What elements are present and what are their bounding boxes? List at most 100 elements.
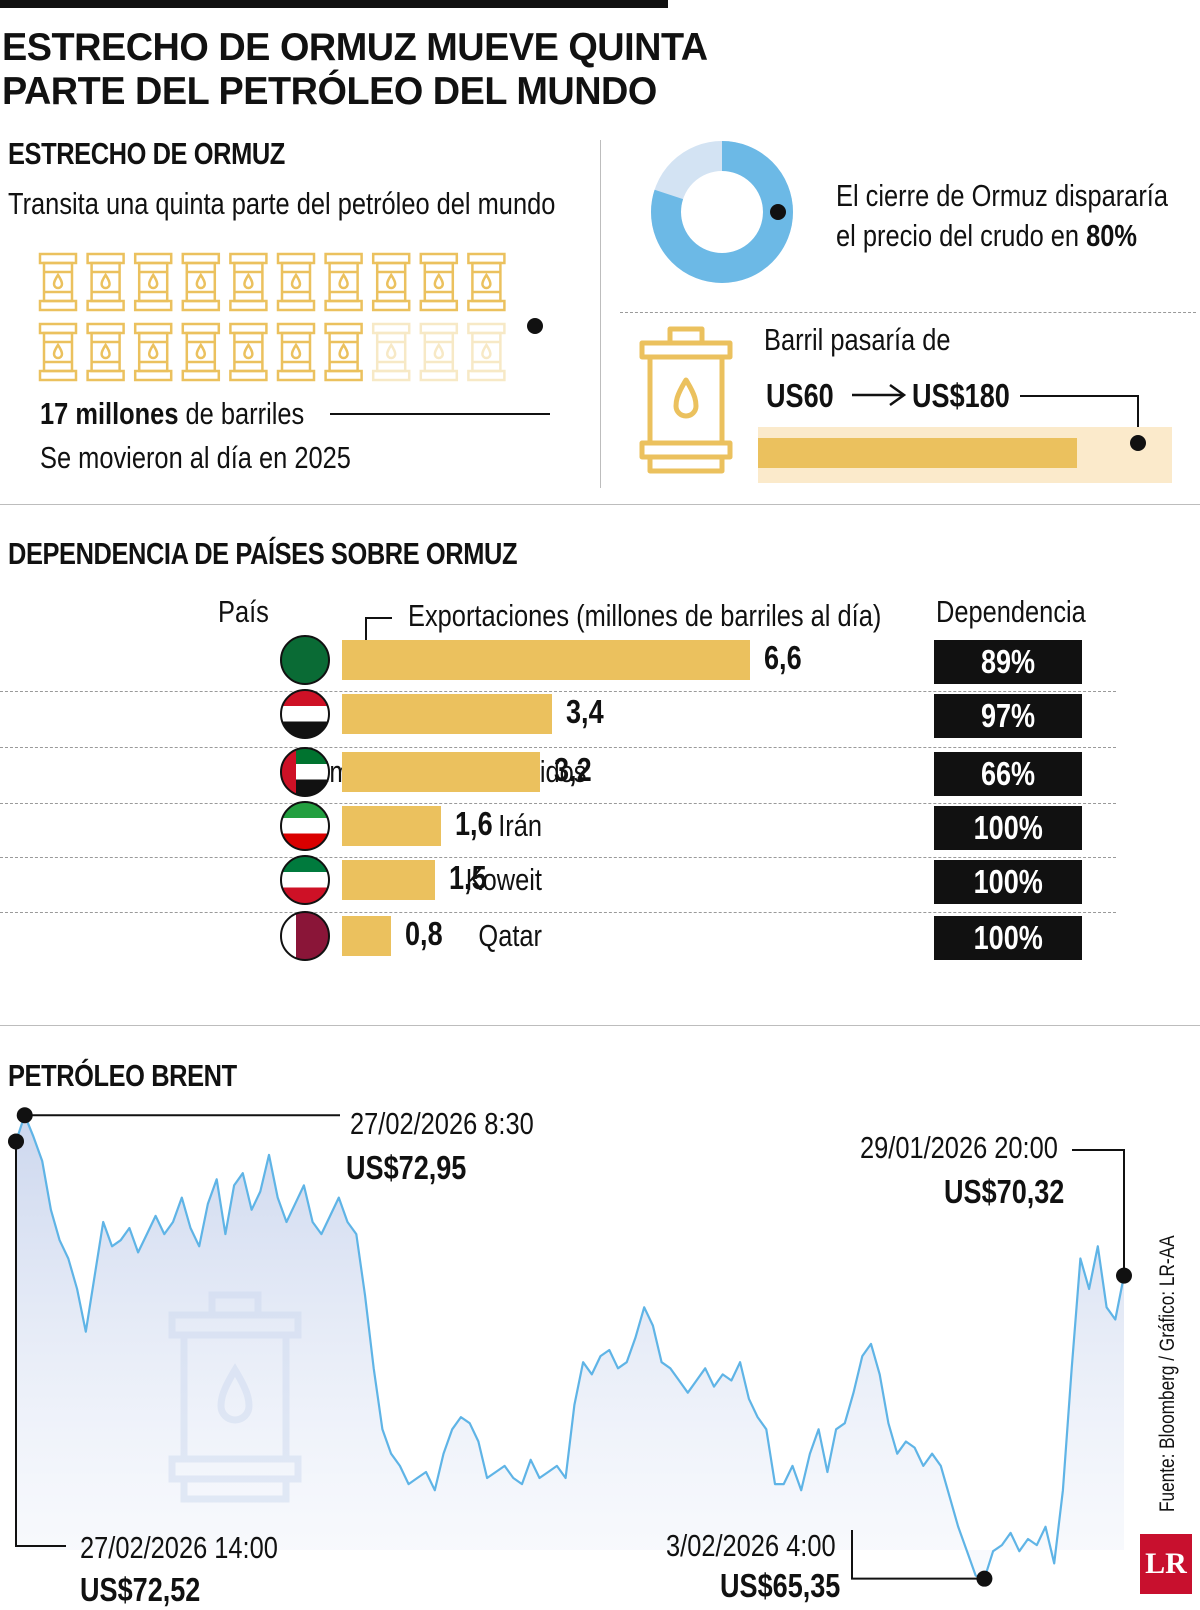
barrel-text: Barril pasaría de: [764, 322, 951, 357]
barrels-stat-bold: 17 millones: [40, 396, 179, 431]
barrel-icon: [86, 252, 125, 312]
barrel-icon: [419, 252, 459, 312]
dependence-badge: 97%: [934, 694, 1082, 738]
barrel-icon: [181, 322, 221, 382]
country-label: Qatar: [478, 918, 542, 953]
flag-icon: [280, 747, 330, 797]
barrel-icon: [639, 326, 733, 474]
callout-line: [15, 1141, 66, 1547]
dependence-badge: 100%: [934, 860, 1082, 904]
callout-line: [1072, 1149, 1125, 1276]
dependence-badge: 66%: [934, 752, 1082, 796]
row-divider: [0, 912, 1116, 913]
barrel-icon: [419, 322, 459, 382]
right-divider: [620, 312, 1196, 313]
donut-line2-bold: 80%: [1086, 218, 1138, 253]
export-value-label: 1,5: [448, 859, 487, 896]
price-to: US$180: [912, 377, 1010, 414]
barrel-icon: [371, 322, 411, 382]
brent-chart: [8, 1107, 1132, 1587]
top-rule: [0, 0, 668, 8]
row-divider: [0, 747, 1116, 748]
row-divider: [0, 803, 1116, 804]
barrel-icon: [467, 322, 506, 382]
dependence-badge: 100%: [934, 806, 1082, 850]
export-value-label: 1,6: [454, 805, 493, 842]
flag-icon: [280, 689, 330, 739]
annotation-dot: [16, 1107, 33, 1124]
donut-line2-prefix: el precio del crudo en: [836, 218, 1087, 253]
export-bar: [342, 916, 392, 956]
barrel-icon: [133, 252, 173, 312]
barrel-icon: [371, 252, 411, 312]
export-bar: [342, 694, 553, 734]
donut-line1: El cierre de Ormuz dispararía: [836, 178, 1168, 213]
donut-line2: el precio del crudo en 80%: [836, 218, 1137, 254]
price-from: US60: [766, 377, 834, 414]
export-bar: [342, 860, 435, 900]
barrel-icon: [276, 252, 316, 312]
barrel-icon: [133, 322, 173, 382]
annotation-1-date: 27/02/2026 8:30: [350, 1106, 534, 1141]
section-divider-2: [0, 1025, 1200, 1026]
price-bar-fill: [758, 438, 1077, 468]
barrel-icon: [324, 252, 363, 312]
donut-dot: [770, 204, 786, 220]
row-divider: [0, 857, 1116, 858]
barrels-stat-rest: de barriles: [178, 396, 305, 431]
annotation-2-date: 27/02/2026 14:00: [80, 1530, 278, 1565]
export-value-label: 3,4: [566, 693, 604, 730]
barrel-icon: [86, 322, 125, 382]
annotation-2-price: US$72,52: [80, 1571, 201, 1608]
section1-divider: [600, 140, 601, 488]
brent-area: [16, 1115, 1124, 1579]
row-divider: [0, 691, 1116, 692]
country-label: Koweit: [465, 862, 542, 897]
export-value-label: 0,8: [405, 915, 444, 952]
export-bar: [342, 640, 750, 680]
barrel-icon: [229, 322, 268, 382]
export-value-label: 6,6: [764, 639, 802, 676]
brent-line: [14, 1114, 1126, 1580]
source-text: Fuente: Bloomberg / Gráfico: LR-AA: [1156, 1235, 1179, 1512]
export-bar: [342, 752, 540, 792]
col-exports: Exportaciones (millones de barriles al d…: [408, 598, 882, 633]
annotation-dot: [8, 1133, 24, 1150]
barrel-callout-dot: [527, 318, 543, 334]
annotation-1-price: US$72,95: [346, 1149, 467, 1186]
col-country: País: [218, 594, 269, 629]
barrels-stat: 17 millones de barriles: [40, 396, 304, 432]
lr-logo: LR: [1140, 1534, 1192, 1594]
export-bar: [342, 806, 441, 846]
col-dependence: Dependencia: [936, 594, 1086, 629]
export-value-label: 3,2: [553, 751, 592, 788]
barrel-icon: [324, 322, 363, 382]
barrel-icon: [38, 252, 78, 312]
section1-subtitle: Transita una quinta parte del petróleo d…: [8, 186, 556, 221]
barrels-stat-line2: Se movieron al día en 2025: [40, 440, 351, 475]
dependence-badge: 100%: [934, 916, 1082, 960]
donut-chart: [651, 141, 793, 283]
annotation-dot: [1116, 1267, 1132, 1284]
barrel-callout-line: [330, 413, 550, 415]
country-label: Irán: [498, 808, 542, 843]
section3-heading: PETRÓLEO BRENT: [8, 1058, 237, 1093]
section-divider-1: [0, 504, 1200, 505]
annotation-4-price: US$65,35: [720, 1567, 841, 1604]
barrel-grid: [38, 252, 550, 415]
annotation-3-date: 29/01/2026 20:00: [860, 1130, 1058, 1165]
barrel-icon: [38, 322, 78, 382]
barrel-icon: [276, 322, 316, 382]
barrel-icon: [181, 252, 221, 312]
barrel-icon: [467, 252, 506, 312]
annotation-3-price: US$70,32: [944, 1173, 1065, 1210]
arrow-right-icon: [852, 383, 907, 407]
annotation-4-date: 3/02/2026 4:00: [666, 1528, 836, 1563]
flag-icon: [280, 855, 330, 905]
dependence-badge: 89%: [934, 640, 1082, 684]
flag-icon: [280, 801, 330, 851]
main-title: ESTRECHO DE ORMUZ MUEVE QUINTA PARTE DEL…: [2, 26, 707, 113]
section2-heading: DEPENDENCIA DE PAÍSES SOBRE ORMUZ: [8, 536, 518, 571]
annotation-dot: [976, 1570, 993, 1587]
section1-heading: ESTRECHO DE ORMUZ: [8, 136, 285, 171]
